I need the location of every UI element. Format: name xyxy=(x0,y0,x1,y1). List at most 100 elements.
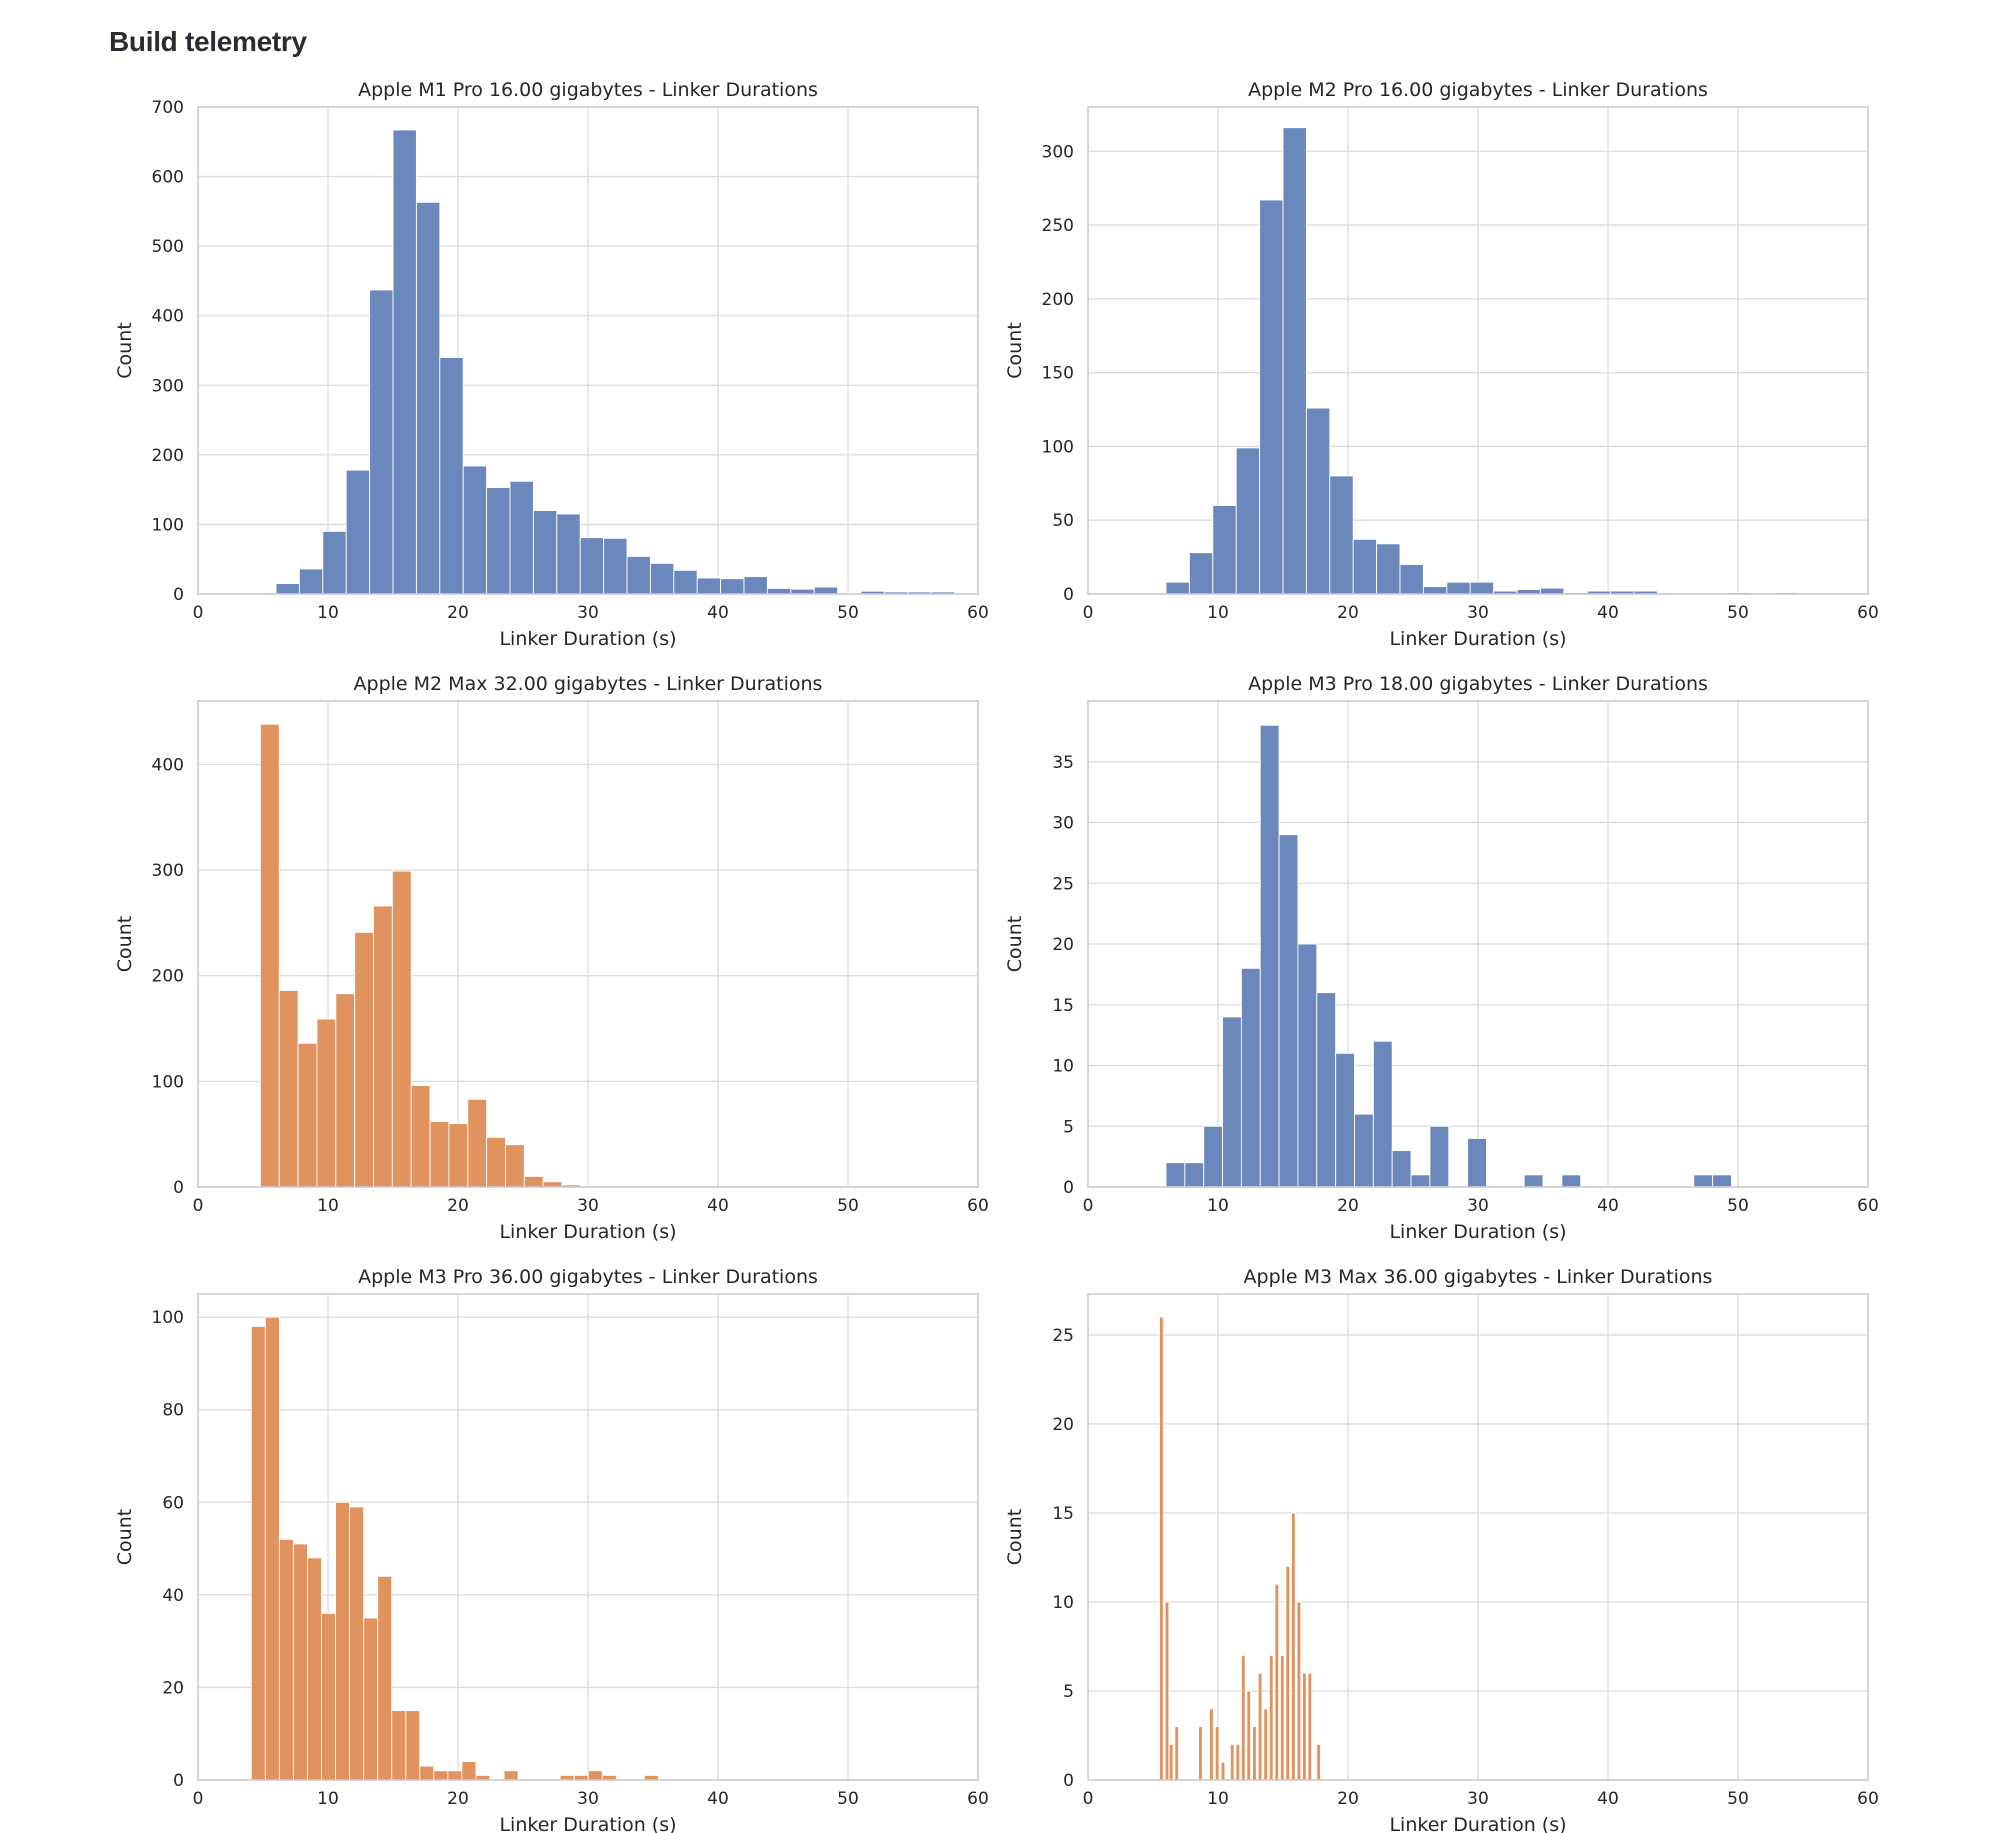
histogram-bar xyxy=(335,1501,351,1781)
histogram-bar xyxy=(1235,1743,1241,1781)
histogram-panel: 0 10 20 30 40 50 60 0 20 40 60 80 100 Apple M3 Pro 36… xyxy=(114,1266,989,1833)
x-axis-label: Linker Duration (s) xyxy=(499,1814,676,1833)
histogram-panel: 0 10 20 30 40 50 600100200300400500600700Apple… xyxy=(114,79,989,650)
x-tick-label: 0 xyxy=(193,603,204,623)
histogram-bar xyxy=(363,1617,379,1781)
histogram-bar xyxy=(1214,1726,1220,1781)
page-title: Build telemetry xyxy=(109,26,307,57)
plot-frame xyxy=(1087,1293,1869,1781)
histogram-bar xyxy=(603,537,628,595)
y-axis-label: Count xyxy=(114,322,136,378)
histogram-bar xyxy=(415,201,441,595)
chart-title: Apple M3 Pro 18.00 gigabytes - Linker Du… xyxy=(1248,673,1708,695)
histogram-bar xyxy=(1159,1316,1164,1781)
x-axis-label: Linker Duration (s) xyxy=(1389,628,1566,650)
histogram-bar xyxy=(1354,1113,1374,1188)
plot-frame xyxy=(1087,106,1869,595)
histogram-bar xyxy=(391,870,412,1188)
x-tick-label: 20 xyxy=(1337,603,1359,623)
x-tick-label: 60 xyxy=(967,603,989,623)
histogram-bar xyxy=(1198,1726,1203,1781)
histogram-bar xyxy=(354,931,374,1188)
x-tick-label: 40 xyxy=(1597,1789,1619,1809)
y-tick-label: 700 xyxy=(152,98,184,118)
x-tick-label: 60 xyxy=(1857,1789,1879,1809)
chart-title: Apple M2 Max 32.00 gigabytes - Linker Du… xyxy=(354,673,823,695)
histogram-bar xyxy=(264,1316,280,1781)
histogram-bar xyxy=(322,530,347,595)
y-tick-label: 20 xyxy=(162,1678,184,1698)
histogram-bar xyxy=(1297,943,1318,1188)
x-tick-label: 30 xyxy=(1467,603,1489,623)
histogram-bar xyxy=(523,1175,544,1188)
histogram-bar xyxy=(1220,1761,1226,1781)
chart-title: Apple M2 Pro 16.00 gigabytes - Linker Du… xyxy=(1248,79,1708,101)
histogram-bar xyxy=(1391,1150,1412,1188)
y-axis-label: Count xyxy=(1004,322,1026,378)
y-tick-label: 400 xyxy=(152,755,184,775)
histogram-bar xyxy=(720,578,745,595)
histogram-bar xyxy=(579,537,605,595)
x-tick-label: 0 xyxy=(193,1196,204,1216)
histogram-bar xyxy=(1307,1672,1313,1781)
histogram-bar xyxy=(1523,1174,1544,1188)
y-tick-label: 150 xyxy=(1042,364,1074,384)
histogram-bar xyxy=(410,1085,431,1188)
x-tick-label: 40 xyxy=(1597,603,1619,623)
y-tick-label: 300 xyxy=(1042,142,1074,162)
histogram-bar xyxy=(532,510,558,595)
histogram-bar xyxy=(1240,967,1261,1188)
x-tick-label: 30 xyxy=(1467,1196,1489,1216)
y-tick-label: 40 xyxy=(162,1586,184,1606)
histogram-bar xyxy=(321,1612,336,1781)
x-tick-label: 10 xyxy=(1207,1789,1229,1809)
x-tick-label: 60 xyxy=(1857,603,1879,623)
histogram-bar xyxy=(1165,1162,1186,1188)
y-tick-label: 200 xyxy=(1042,290,1074,310)
histogram-bar xyxy=(1164,1601,1170,1781)
y-tick-label: 25 xyxy=(1052,1326,1074,1346)
histogram-bar xyxy=(297,1042,318,1188)
x-tick-label: 30 xyxy=(577,1789,599,1809)
histogram-bar xyxy=(1329,475,1354,595)
x-tick-label: 30 xyxy=(577,603,599,623)
histogram-bar xyxy=(1274,1583,1280,1781)
x-tick-label: 50 xyxy=(837,603,859,623)
y-tick-label: 200 xyxy=(152,967,184,987)
y-tick-label: 15 xyxy=(1052,1504,1074,1524)
histogram-bar xyxy=(1285,1565,1291,1781)
y-tick-label: 50 xyxy=(1052,511,1074,531)
x-tick-label: 10 xyxy=(317,603,339,623)
histogram-bar xyxy=(587,1770,603,1781)
y-tick-label: 30 xyxy=(1052,814,1074,834)
y-tick-label: 0 xyxy=(173,1178,184,1198)
histogram-bar xyxy=(278,990,299,1188)
x-tick-label: 10 xyxy=(1207,603,1229,623)
histogram-bar xyxy=(626,555,651,595)
x-axis-label: Linker Duration (s) xyxy=(1389,1221,1566,1243)
histogram-bar xyxy=(1296,1601,1302,1781)
x-tick-label: 0 xyxy=(1083,603,1094,623)
histogram-bar xyxy=(1188,552,1214,595)
chart-title: Apple M3 Pro 36.00 gigabytes - Linker Du… xyxy=(358,1266,818,1288)
histogram-bar xyxy=(349,1506,365,1781)
histogram-bar xyxy=(462,465,488,595)
x-axis-label: Linker Duration (s) xyxy=(1389,1814,1566,1833)
histogram-bar xyxy=(373,905,393,1188)
x-tick-label: 40 xyxy=(707,1789,729,1809)
histogram-bar xyxy=(1693,1174,1714,1188)
histogram-bar xyxy=(509,480,534,595)
x-axis-label: Linker Duration (s) xyxy=(499,1221,676,1243)
y-tick-label: 0 xyxy=(173,585,184,605)
y-tick-label: 400 xyxy=(152,307,184,327)
y-axis-label: Count xyxy=(114,916,136,972)
histogram-bar xyxy=(278,1538,294,1781)
x-tick-label: 20 xyxy=(447,603,469,623)
histogram-bar xyxy=(391,1710,407,1781)
histogram-bar xyxy=(1316,992,1337,1188)
x-tick-label: 30 xyxy=(577,1196,599,1216)
y-tick-label: 100 xyxy=(152,515,184,535)
y-tick-label: 100 xyxy=(1042,437,1074,457)
y-tick-label: 5 xyxy=(1063,1117,1074,1137)
histogram-bar xyxy=(1316,1743,1322,1781)
